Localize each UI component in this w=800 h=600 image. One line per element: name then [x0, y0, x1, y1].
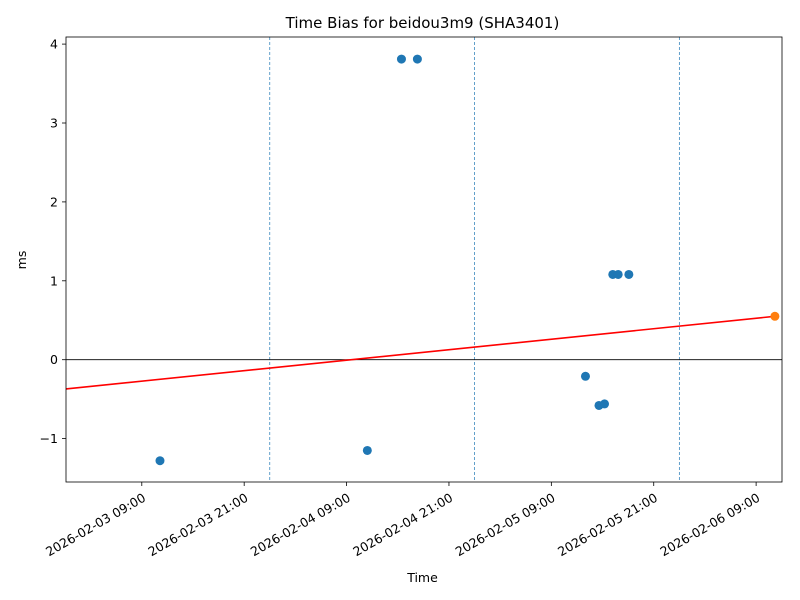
y-tick-label-0: −1: [40, 431, 58, 446]
data-point-s1-0: [770, 311, 780, 321]
y-axis-label: ms: [14, 251, 29, 270]
y-tick-label-2: 1: [50, 273, 58, 288]
data-point-s0-0: [155, 456, 165, 466]
day-boundary-lines: [269, 37, 680, 482]
trend-line: [65, 315, 775, 390]
data-points: [155, 54, 780, 466]
x-axis-label: Time: [406, 570, 438, 585]
data-point-s0-1: [362, 445, 372, 455]
data-point-s0-2: [396, 54, 406, 64]
data-point-s0-9: [624, 269, 634, 279]
data-point-s0-8: [613, 269, 623, 279]
y-tick-label-3: 2: [50, 194, 58, 209]
data-point-s0-4: [580, 371, 590, 381]
y-tick-label-1: 0: [50, 352, 58, 367]
data-point-s0-6: [600, 399, 610, 409]
chart-title: Time Bias for beidou3m9 (SHA3401): [285, 14, 560, 32]
y-tick-label-5: 4: [50, 37, 58, 52]
y-tick-label-4: 3: [50, 116, 58, 131]
plot-area-frame: [65, 36, 783, 483]
y-axis: −1 0 1 2 3 4: [40, 37, 66, 446]
data-point-s0-3: [412, 54, 422, 64]
